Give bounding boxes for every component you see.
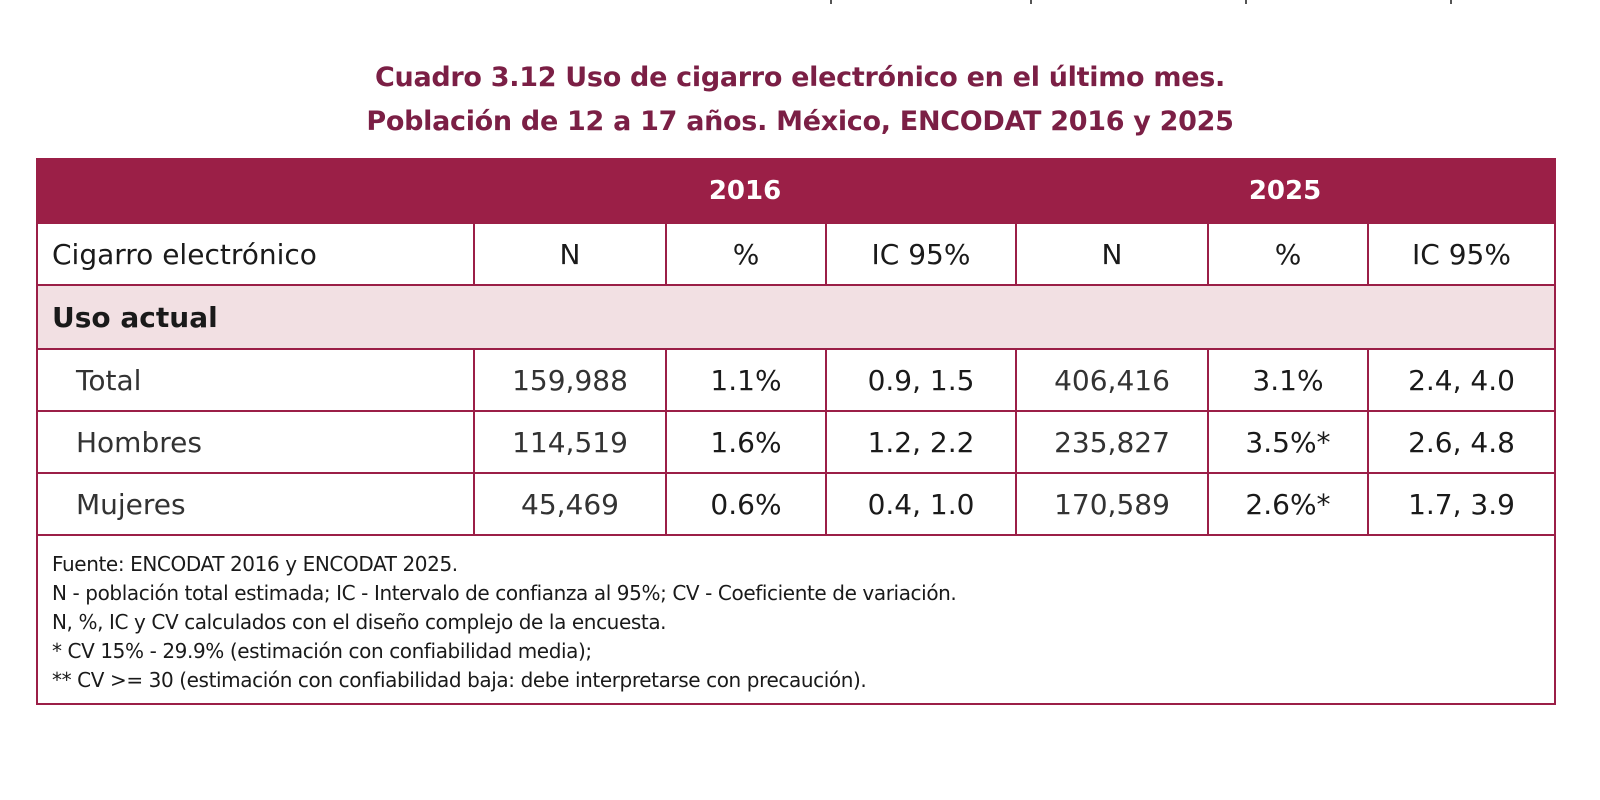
data-table: 2016 2025 Cigarro electrónico N % IC 95%… [38, 160, 1554, 534]
table-cell: 2.6, 4.8 [1367, 410, 1554, 473]
column-header: IC 95% [825, 222, 1016, 285]
footnote-source: Fuente: ENCODAT 2016 y ENCODAT 2025. [52, 552, 458, 576]
table-cell: Total [38, 348, 474, 411]
table-title-line-2: Población de 12 a 17 años. México, ENCOD… [366, 106, 1234, 137]
year-header-2025: 2025 [1016, 160, 1554, 223]
year-header-row: 2016 2025 [38, 160, 1554, 223]
footnote-cv-medium: * CV 15% - 29.9% (estimación con confiab… [52, 639, 592, 663]
table-cell: 2.4, 4.0 [1367, 348, 1554, 411]
column-header-row: Cigarro electrónico N % IC 95% N % IC 95… [38, 222, 1554, 285]
column-header: N [1015, 222, 1208, 285]
table-cell: 45,469 [473, 472, 666, 534]
table-cell: 0.9, 1.5 [825, 348, 1016, 411]
table-title-line-1: Cuadro 3.12 Uso de cigarro electrónico e… [375, 62, 1225, 93]
table-cell: 1.2, 2.2 [825, 410, 1016, 473]
table-cell: 159,988 [473, 348, 666, 411]
section-label: Uso actual [38, 284, 1554, 349]
table-cell: 406,416 [1015, 348, 1208, 411]
table-cell: 2.6%* [1207, 472, 1368, 534]
footnote-method: N, %, IC y CV calculados con el diseño c… [52, 610, 667, 634]
table-row: Total 159,988 1.1% 0.9, 1.5 406,416 3.1%… [38, 348, 1554, 411]
table-cell: 1.1% [665, 348, 826, 411]
section-row: Uso actual [38, 284, 1554, 349]
table-cell: 1.6% [665, 410, 826, 473]
table-row: Mujeres 45,469 0.6% 0.4, 1.0 170,589 2.6… [38, 472, 1554, 534]
table-cell: 3.5%* [1207, 410, 1368, 473]
table-cell: 0.6% [665, 472, 826, 534]
table-cell: Hombres [38, 410, 474, 473]
column-header: % [1207, 222, 1368, 285]
column-header: % [665, 222, 826, 285]
table-cell: 3.1% [1207, 348, 1368, 411]
table-footnotes: Fuente: ENCODAT 2016 y ENCODAT 2025. N -… [38, 534, 1554, 703]
table-cell: 170,589 [1015, 472, 1208, 534]
footnote-cv-low: ** CV >= 30 (estimación con confiabilida… [52, 668, 867, 692]
column-header: N [473, 222, 666, 285]
footnote-abbreviations: N - población total estimada; IC - Inter… [52, 581, 957, 605]
year-header-2016: 2016 [474, 160, 1016, 223]
table-title: Cuadro 3.12 Uso de cigarro electrónico e… [0, 56, 1600, 144]
cropped-text-remnant [800, 0, 1500, 6]
column-header: IC 95% [1367, 222, 1554, 285]
table-cell: 1.7, 3.9 [1367, 472, 1554, 534]
column-header: Cigarro electrónico [38, 222, 474, 285]
year-header-empty [38, 160, 474, 223]
data-table-container: 2016 2025 Cigarro electrónico N % IC 95%… [36, 158, 1556, 705]
table-cell: Mujeres [38, 472, 474, 534]
table-cell: 0.4, 1.0 [825, 472, 1016, 534]
table-cell: 114,519 [473, 410, 666, 473]
table-row: Hombres 114,519 1.6% 1.2, 2.2 235,827 3.… [38, 410, 1554, 473]
table-cell: 235,827 [1015, 410, 1208, 473]
